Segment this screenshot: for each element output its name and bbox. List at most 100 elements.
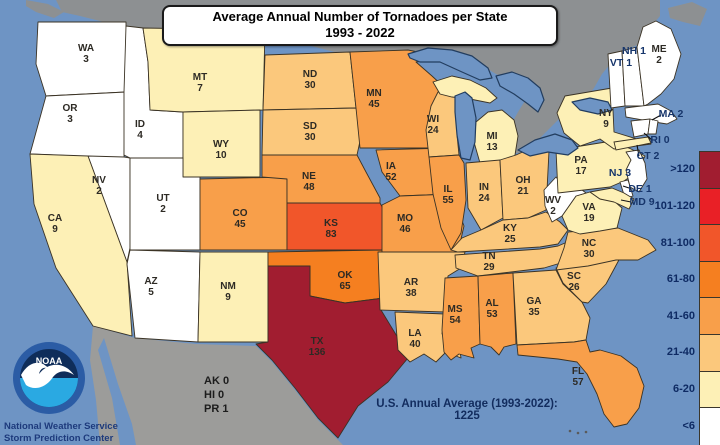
state-shape-MS: [441, 275, 481, 361]
state-shape-NM: [197, 251, 269, 343]
legend-swatch-0: [699, 151, 720, 190]
noaa-logo-text: NOAA: [36, 356, 63, 366]
state-label-GA: GA 35: [527, 296, 542, 318]
state-shape-MI: [473, 109, 519, 167]
legend-label-1: 101-120: [654, 199, 695, 212]
callout-arrow-0: [651, 114, 662, 121]
map-title: Average Annual Number of Tornadoes per S…: [162, 5, 558, 46]
state-label-MT: MT 7: [193, 72, 207, 94]
vancouver-island: [26, 0, 64, 18]
state-shape-MA: [624, 103, 678, 125]
state-label-RI: RI 0: [650, 134, 669, 146]
state-label-VT: VT 1: [610, 57, 632, 69]
legend-swatch-6: [699, 370, 720, 410]
state-label-OK: OK 65: [338, 270, 354, 292]
legend-label-6: 6-20: [672, 382, 695, 395]
state-label-TX: TX 136: [309, 336, 326, 358]
lake-huron: [495, 71, 545, 113]
lake-ontario: [571, 97, 613, 115]
state-label-IN: IN 24: [478, 182, 490, 204]
callout-arrow-2: [636, 144, 640, 157]
state-label-MN: MN 45: [366, 88, 382, 110]
state-label-MD: MD 9: [629, 196, 654, 208]
state-shape-ME: [636, 20, 682, 107]
state-shape-MD: [589, 187, 635, 210]
state-label-KY: KY 25: [503, 223, 517, 245]
state-label-NY: NY 9: [599, 108, 613, 130]
legend-label-5: 21-40: [666, 346, 695, 359]
callout-arrow-4: [620, 199, 632, 203]
state-label-IL: IL 55: [442, 184, 454, 206]
state-label-LA: LA 40: [408, 328, 421, 350]
state-shape-FL: [516, 339, 645, 428]
state-shape-AZ: [126, 249, 201, 343]
state-label-WV: WV 2: [545, 195, 561, 217]
state-label-MA: MA 2: [659, 108, 684, 120]
state-label-AL: AL 53: [485, 298, 498, 320]
state-label-PA: PA 17: [574, 155, 587, 177]
state-label-ME: ME 2: [652, 44, 667, 66]
state-shape-WA: [35, 21, 127, 97]
state-label-NC: NC 30: [582, 238, 596, 260]
florida-keys-dot-2: [584, 430, 588, 434]
state-label-FL: FL 57: [572, 366, 584, 388]
callout-arrow-1: [643, 132, 653, 141]
legend-swatch-2: [699, 224, 720, 263]
state-shape-WY: [182, 109, 261, 178]
agency-name-line1: National Weather Service: [4, 421, 118, 432]
state-label-NE: NE 48: [302, 171, 316, 193]
florida-keys-dot-0: [568, 429, 572, 433]
legend-label-0: >120: [670, 163, 695, 176]
lake-michigan: [454, 91, 477, 161]
state-shape-MI-part2: [432, 75, 498, 104]
non-conus-value-HI: HI 0: [204, 389, 225, 401]
annual-average-note: U.S. Annual Average (1993-2022): 1225: [376, 398, 558, 422]
state-label-KS: KS 83: [324, 218, 338, 240]
state-label-IA: IA 52: [385, 161, 397, 183]
state-shape-CT: [630, 118, 651, 138]
state-label-WA: WA 3: [78, 43, 94, 65]
state-label-NV: NV 2: [92, 175, 106, 197]
state-label-ID: ID 4: [135, 119, 145, 141]
lake-erie: [517, 133, 579, 157]
lake-superior: [407, 47, 493, 81]
state-label-VA: VA 19: [582, 202, 595, 224]
state-shape-OR: [29, 91, 127, 159]
maritime-canada: [668, 2, 707, 26]
agency-name-line2: Storm Prediction Center: [4, 433, 114, 444]
florida-keys-dot-1: [576, 431, 580, 435]
state-shape-IN: [465, 159, 504, 231]
state-label-UT: UT 2: [156, 193, 169, 215]
state-label-MS: MS 54: [448, 304, 463, 326]
state-shape-RI: [647, 118, 659, 135]
state-label-MO: MO 46: [397, 213, 413, 235]
legend-swatch-5: [699, 334, 720, 373]
noaa-logo: NOAA: [13, 342, 85, 414]
non-conus-value-PR: PR 1: [204, 403, 229, 415]
state-label-CA: CA 9: [48, 213, 62, 235]
legend-label-2: 81-100: [660, 236, 695, 249]
state-label-NH: NH 1: [622, 45, 646, 57]
state-label-WI: WI 24: [427, 114, 439, 136]
state-label-TN: TN 29: [482, 251, 495, 273]
map-title-line1: Average Annual Number of Tornadoes per S…: [212, 9, 508, 24]
legend-swatch-4: [699, 297, 720, 336]
legend-label-3: 61-80: [666, 273, 695, 286]
state-shape-TX: [255, 265, 409, 439]
state-label-ND: ND 30: [303, 69, 317, 91]
state-label-DE: DE 1: [628, 183, 652, 195]
legend-label-7: <6: [682, 419, 695, 432]
state-shape-NJ: [625, 149, 648, 193]
legend-swatch-3: [699, 260, 720, 300]
state-label-CT: CT 2: [637, 150, 660, 162]
state-shape-NC: [555, 227, 657, 271]
state-label-AZ: AZ 5: [144, 276, 157, 298]
map-title-line2: 1993 - 2022: [325, 25, 395, 40]
noaa-seagull-icon: [21, 362, 74, 389]
state-label-CO: CO 45: [233, 208, 248, 230]
state-label-WY: WY 10: [213, 139, 229, 161]
gulf-of-california: [98, 338, 136, 445]
state-shape-NY-part2: [613, 136, 652, 151]
state-label-OR: OR 3: [63, 103, 79, 125]
